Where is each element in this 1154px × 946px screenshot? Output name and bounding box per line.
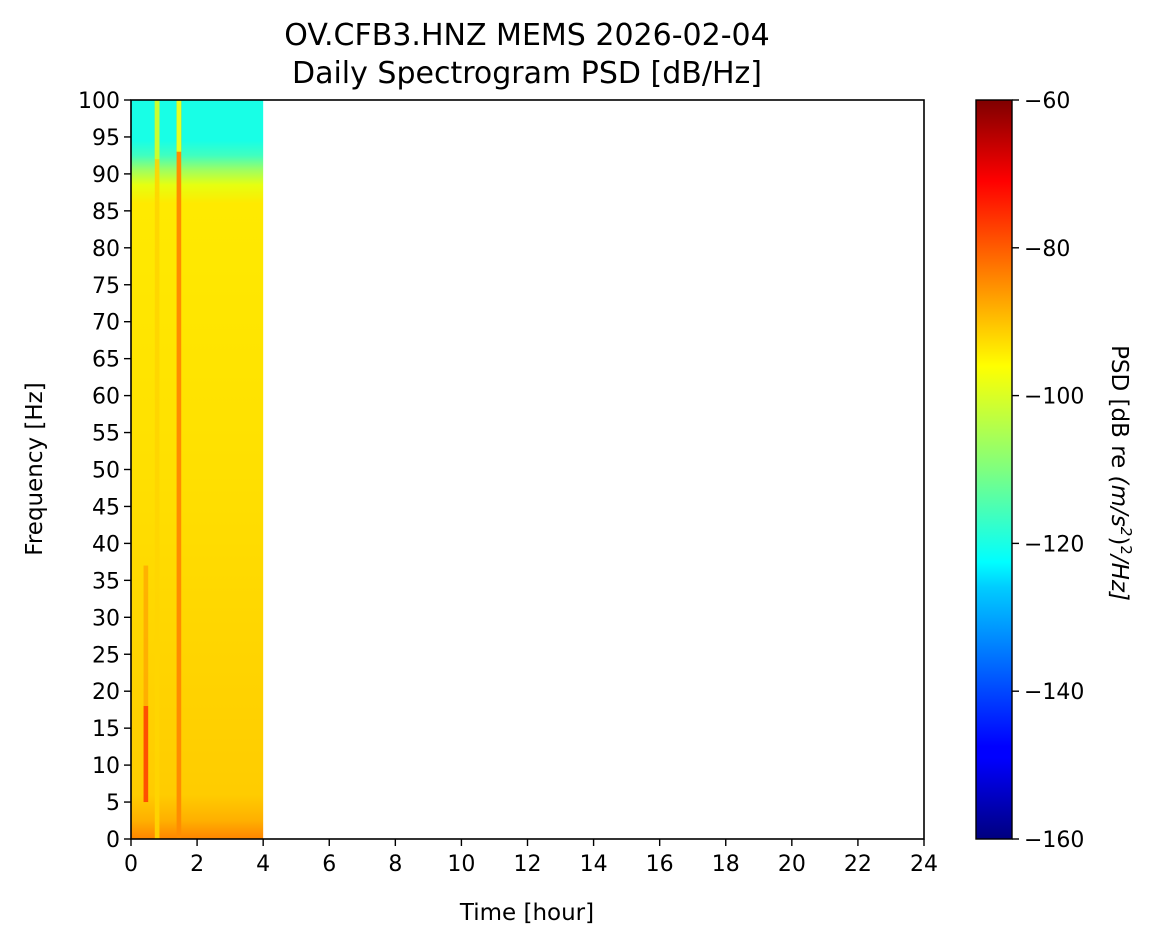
x-tick-label: 6 [322, 852, 336, 877]
y-axis-label: Frequency [Hz] [22, 382, 48, 555]
x-tick-label: 12 [514, 852, 542, 877]
y-axis: 0 5 10 15 20 25 30 35 40 45 50 55 60 65 70 75 80 85 90 95 10… [78, 89, 131, 853]
colorbar-tick-label: −80 [1024, 237, 1070, 262]
y-tick-label: 70 [92, 311, 120, 336]
y-tick-label: 20 [92, 680, 120, 705]
y-tick-label: 5 [106, 791, 120, 816]
x-tick-label: 8 [388, 852, 402, 877]
x-axis-label: Time [hour] [459, 900, 594, 926]
spectrogram-stripe-1-45h [176, 100, 182, 839]
y-tick-label: 60 [92, 385, 120, 410]
y-tick-label: 55 [92, 422, 120, 447]
x-tick-label: 0 [124, 852, 138, 877]
spectrogram-orange-patch [143, 565, 149, 706]
y-tick-label: 65 [92, 348, 120, 373]
y-tick-label: 50 [92, 459, 120, 484]
x-axis: 0 2 4 6 8 10 12 14 16 18 20 22 24 [124, 839, 938, 877]
colorbar-ticks: −160 −140 −120 −100 −80 −60 [1012, 89, 1084, 853]
y-tick-label: 10 [92, 754, 120, 779]
x-tick-label: 14 [580, 852, 608, 877]
spectrogram-stripe-0-8h-top [154, 100, 160, 160]
spectrogram-red-patch [143, 705, 149, 803]
colorbar-label: PSD [dB re (m/s2)2/Hz] [1106, 345, 1135, 601]
colorbar-tick-label: −160 [1024, 828, 1084, 853]
spectrogram-heatmap [131, 100, 264, 839]
y-tick-label: 0 [106, 828, 120, 853]
y-tick-label: 30 [92, 606, 120, 631]
y-tick-label: 40 [92, 532, 120, 557]
x-tick-label: 16 [646, 852, 674, 877]
colorbar-tick-label: −120 [1024, 532, 1084, 557]
x-tick-label: 24 [910, 852, 938, 877]
colorbar-gradient [975, 99, 1013, 840]
spectrogram-plot-area [130, 99, 925, 840]
y-tick-label: 85 [92, 200, 120, 225]
spectrogram-stripe-0-8h [154, 100, 160, 839]
x-tick-label: 2 [190, 852, 204, 877]
colorbar: −160 −140 −120 −100 −80 −60 PSD [dB re (m/s2)… [975, 89, 1135, 853]
spectrogram-data-block [131, 100, 264, 839]
colorbar-tick-label: −60 [1024, 89, 1070, 114]
y-tick-label: 45 [92, 495, 120, 520]
y-tick-label: 25 [92, 643, 120, 668]
y-tick-label: 35 [92, 569, 120, 594]
chart-title-line-2: Daily Spectrogram PSD [dB/Hz] [292, 56, 762, 91]
chart-title-line-1: OV.CFB3.HNZ MEMS 2026-02-04 [284, 18, 769, 53]
y-tick-label: 80 [92, 237, 120, 262]
y-tick-label: 90 [92, 163, 120, 188]
x-tick-label: 22 [844, 852, 872, 877]
x-tick-label: 4 [256, 852, 270, 877]
colorbar-tick-label: −100 [1024, 385, 1084, 410]
x-tick-label: 18 [712, 852, 740, 877]
colorbar-tick-label: −140 [1024, 680, 1084, 705]
y-tick-label: 100 [78, 89, 120, 114]
spectrogram-stripe-1-45h-top [176, 100, 182, 152]
x-tick-label: 10 [447, 852, 475, 877]
y-tick-label: 15 [92, 717, 120, 742]
y-tick-label: 75 [92, 274, 120, 299]
x-tick-label: 20 [778, 852, 806, 877]
y-tick-label: 95 [92, 126, 120, 151]
